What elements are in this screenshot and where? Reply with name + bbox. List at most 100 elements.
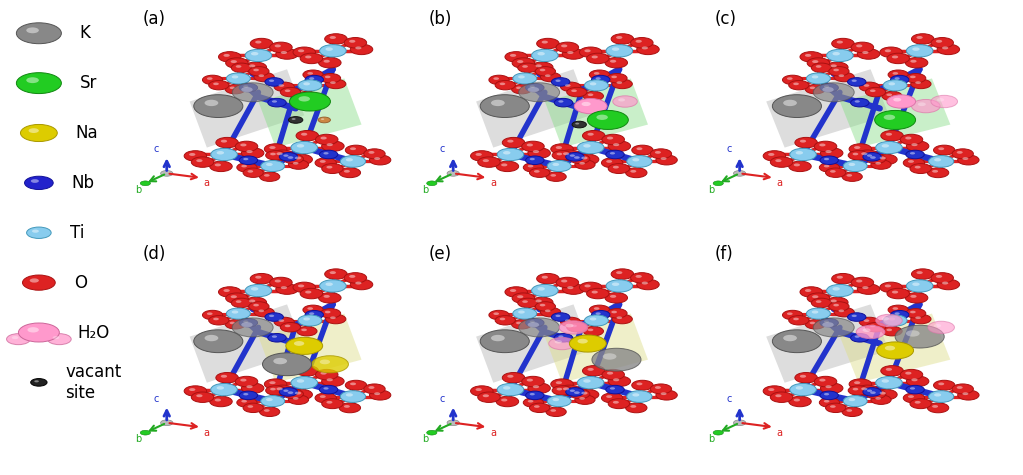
Circle shape bbox=[630, 273, 653, 283]
Circle shape bbox=[315, 370, 338, 380]
Circle shape bbox=[447, 171, 459, 176]
Circle shape bbox=[561, 82, 581, 92]
Circle shape bbox=[30, 278, 39, 283]
Circle shape bbox=[591, 291, 597, 294]
Circle shape bbox=[655, 151, 661, 154]
Circle shape bbox=[272, 335, 277, 338]
Circle shape bbox=[537, 274, 560, 284]
Circle shape bbox=[239, 84, 258, 92]
Circle shape bbox=[249, 65, 256, 67]
Circle shape bbox=[852, 152, 858, 155]
Circle shape bbox=[219, 52, 241, 62]
Circle shape bbox=[861, 152, 868, 155]
Circle shape bbox=[31, 379, 47, 386]
Circle shape bbox=[264, 409, 270, 412]
Circle shape bbox=[957, 386, 963, 389]
Circle shape bbox=[819, 379, 826, 381]
Circle shape bbox=[344, 38, 366, 48]
Circle shape bbox=[800, 140, 806, 142]
Circle shape bbox=[916, 316, 921, 319]
Circle shape bbox=[516, 86, 522, 89]
Circle shape bbox=[854, 146, 860, 149]
Circle shape bbox=[787, 77, 793, 80]
Circle shape bbox=[226, 308, 251, 319]
Circle shape bbox=[952, 384, 973, 394]
Circle shape bbox=[532, 49, 559, 62]
Circle shape bbox=[495, 80, 516, 90]
Circle shape bbox=[882, 326, 902, 336]
Circle shape bbox=[320, 360, 330, 364]
Circle shape bbox=[447, 420, 459, 426]
Circle shape bbox=[491, 100, 504, 106]
Circle shape bbox=[822, 87, 834, 92]
Circle shape bbox=[934, 380, 954, 390]
Circle shape bbox=[910, 399, 931, 408]
Circle shape bbox=[865, 390, 886, 399]
Circle shape bbox=[576, 390, 598, 400]
Circle shape bbox=[587, 329, 593, 331]
Circle shape bbox=[661, 392, 667, 395]
Circle shape bbox=[862, 51, 869, 54]
Circle shape bbox=[820, 391, 838, 399]
Circle shape bbox=[280, 323, 301, 332]
Text: (b): (b) bbox=[429, 10, 452, 28]
Circle shape bbox=[518, 76, 525, 78]
Circle shape bbox=[938, 382, 944, 385]
Circle shape bbox=[892, 307, 898, 310]
Circle shape bbox=[203, 310, 223, 320]
Circle shape bbox=[783, 75, 803, 85]
Circle shape bbox=[905, 293, 928, 303]
Circle shape bbox=[522, 300, 528, 303]
Circle shape bbox=[296, 366, 318, 376]
Circle shape bbox=[215, 163, 221, 166]
Circle shape bbox=[635, 40, 641, 43]
Circle shape bbox=[563, 388, 569, 390]
Circle shape bbox=[527, 379, 533, 381]
Circle shape bbox=[805, 289, 811, 292]
Circle shape bbox=[540, 69, 545, 71]
Circle shape bbox=[661, 157, 667, 160]
Circle shape bbox=[875, 154, 897, 165]
Circle shape bbox=[929, 155, 953, 167]
Circle shape bbox=[887, 53, 909, 64]
Circle shape bbox=[618, 98, 625, 102]
Circle shape bbox=[807, 58, 830, 68]
Circle shape bbox=[266, 163, 273, 166]
Circle shape bbox=[938, 147, 944, 150]
Circle shape bbox=[241, 165, 247, 168]
Circle shape bbox=[526, 156, 544, 164]
Circle shape bbox=[251, 38, 273, 49]
Circle shape bbox=[937, 44, 960, 55]
Circle shape bbox=[928, 321, 954, 333]
Circle shape bbox=[210, 396, 232, 407]
Circle shape bbox=[240, 143, 247, 146]
Circle shape bbox=[608, 141, 630, 152]
Circle shape bbox=[589, 82, 596, 86]
Circle shape bbox=[886, 133, 892, 136]
Circle shape bbox=[784, 100, 797, 106]
Circle shape bbox=[783, 310, 803, 320]
Circle shape bbox=[552, 386, 572, 395]
Circle shape bbox=[832, 38, 854, 49]
Circle shape bbox=[581, 157, 587, 160]
Circle shape bbox=[266, 386, 285, 395]
Circle shape bbox=[47, 333, 72, 345]
Circle shape bbox=[822, 322, 834, 327]
Circle shape bbox=[713, 181, 723, 186]
Circle shape bbox=[800, 287, 822, 297]
Circle shape bbox=[235, 65, 241, 68]
Circle shape bbox=[854, 335, 859, 338]
Circle shape bbox=[349, 40, 355, 43]
Circle shape bbox=[533, 385, 539, 388]
Polygon shape bbox=[766, 304, 889, 383]
Circle shape bbox=[330, 81, 336, 84]
Circle shape bbox=[280, 51, 287, 54]
Circle shape bbox=[906, 45, 933, 57]
Text: Nb: Nb bbox=[72, 174, 94, 192]
Circle shape bbox=[305, 311, 323, 319]
Circle shape bbox=[811, 298, 832, 308]
Circle shape bbox=[833, 287, 840, 291]
Circle shape bbox=[603, 353, 617, 360]
Circle shape bbox=[325, 48, 332, 51]
Circle shape bbox=[906, 330, 920, 337]
